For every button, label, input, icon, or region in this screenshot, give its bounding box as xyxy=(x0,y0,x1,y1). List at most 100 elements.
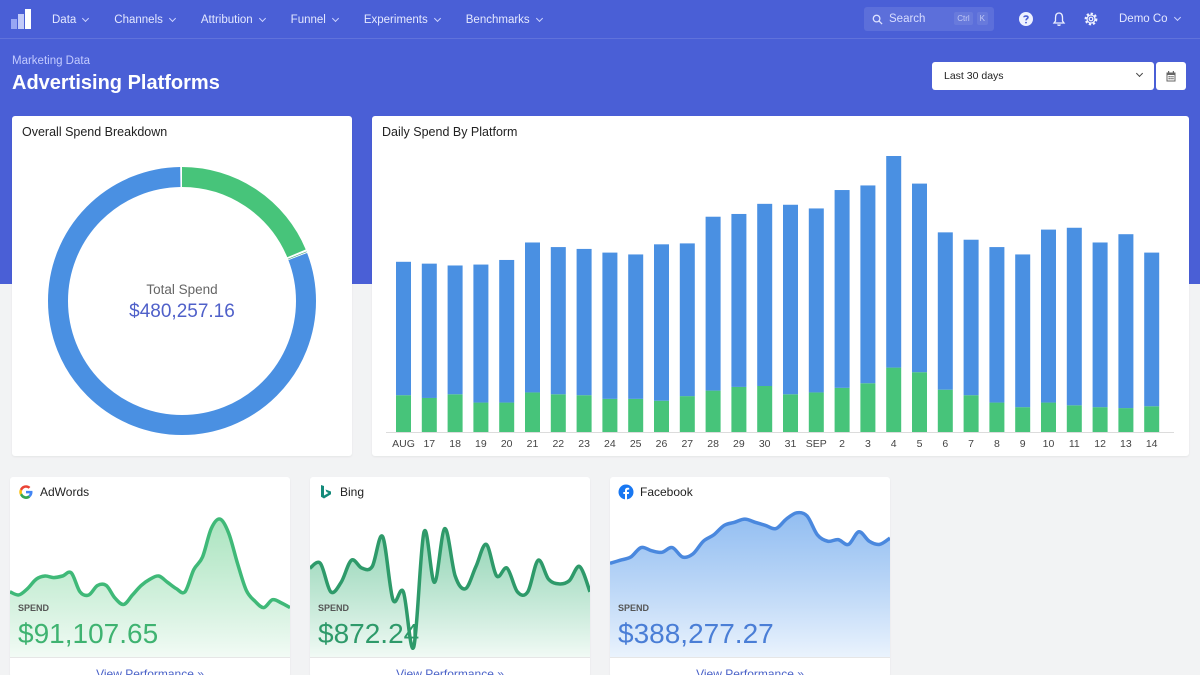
facebook-header: Facebook xyxy=(618,484,693,500)
bar-segment-blue xyxy=(679,243,695,397)
x-tick-label: 9 xyxy=(1020,438,1026,450)
adwords-spend-value: $91,107.65 xyxy=(18,618,159,649)
x-tick-label: 10 xyxy=(1043,438,1055,450)
help-icon[interactable] xyxy=(1018,11,1034,27)
sparkline-line xyxy=(10,517,290,610)
facebook-spend-label: SPEND xyxy=(618,603,650,613)
x-tick-label: 30 xyxy=(759,438,771,450)
bar-segment-green xyxy=(860,383,876,432)
search-placeholder: Search xyxy=(889,13,926,25)
date-range-value: Last 30 days xyxy=(944,70,1004,82)
sparkline-area xyxy=(310,528,590,657)
logo-icon[interactable] xyxy=(11,9,31,29)
nav-experiments[interactable]: Experiments xyxy=(363,13,441,26)
bar-segment-green xyxy=(731,386,747,432)
facebook-spend-value: $388,277.27 xyxy=(618,618,774,649)
donut-slice-adwords xyxy=(48,167,316,435)
bar-segment-green xyxy=(1015,407,1031,432)
bar-segment-blue xyxy=(1144,252,1160,407)
nav-funnel-label: Funnel xyxy=(290,13,326,26)
spend-breakdown-title: Overall Spend Breakdown xyxy=(22,125,168,139)
bar-segment-green xyxy=(1144,406,1160,432)
bar-segment-blue xyxy=(757,203,773,386)
bar-segment-green xyxy=(499,402,515,432)
gear-icon[interactable] xyxy=(1083,11,1099,27)
bar-segment-blue xyxy=(396,261,411,396)
x-tick-label: 20 xyxy=(501,438,513,450)
nav-data[interactable]: Data xyxy=(52,14,90,26)
account-name: Demo Co xyxy=(1119,13,1168,25)
bar-segment-green xyxy=(654,400,669,432)
bar-segment-blue xyxy=(1092,242,1108,408)
bar-segment-green xyxy=(550,394,566,432)
bar-segment-blue xyxy=(834,190,850,388)
bar-segment-blue xyxy=(963,239,979,396)
bar-segment-blue xyxy=(1066,227,1082,406)
bar-segment-green xyxy=(757,386,773,432)
bing-view-performance-link[interactable]: View Performance » xyxy=(310,657,590,675)
search-icon xyxy=(872,14,883,25)
nav-channels[interactable]: Channels xyxy=(114,13,176,26)
bar-segment-blue xyxy=(421,263,437,398)
account-menu[interactable]: Demo Co xyxy=(1119,13,1181,25)
x-tick-label: 8 xyxy=(994,438,1000,450)
adwords-sparkline xyxy=(10,517,290,657)
bar-segment-blue xyxy=(783,204,798,395)
bar-segment-blue xyxy=(808,208,824,393)
facebook-sparkline xyxy=(610,510,890,657)
nav-benchmarks-label: Benchmarks xyxy=(465,13,530,26)
nav-attribution-label: Attribution xyxy=(200,13,253,26)
breadcrumb[interactable]: Marketing Data xyxy=(12,55,90,67)
daily-spend-card: Daily Spend By Platform AUG 17 18 19 20 21 22 2… xyxy=(372,116,1189,456)
calendar-button[interactable] xyxy=(1156,62,1186,90)
nav-channels-label: Channels xyxy=(114,13,163,26)
bar-segment-blue xyxy=(576,248,592,396)
x-tick-label: 18 xyxy=(449,438,461,450)
sparkline-area xyxy=(610,512,890,657)
x-tick-label: 31 xyxy=(785,438,797,450)
chevron-down-icon xyxy=(331,14,339,22)
bar-segment-blue xyxy=(860,185,876,384)
facebook-card: Facebook SPEND $388,277.27 View Performa… xyxy=(610,477,890,675)
bing-header: Bing xyxy=(318,484,364,500)
bar-segment-green xyxy=(1041,402,1056,432)
bar-segment-blue xyxy=(886,156,902,368)
date-range-select[interactable]: Last 30 days xyxy=(932,62,1154,90)
x-tick-label: 22 xyxy=(552,438,564,450)
spend-breakdown-card: Overall Spend Breakdown Total Spend $480… xyxy=(12,116,352,456)
x-tick-label: 24 xyxy=(604,438,616,450)
nav-attribution[interactable]: Attribution xyxy=(200,13,266,26)
sparkline-line xyxy=(310,526,590,650)
sparkline-line xyxy=(610,510,890,566)
x-tick-label: 19 xyxy=(475,438,487,450)
adwords-view-performance-link[interactable]: View Performance » xyxy=(10,657,290,675)
bar-segment-blue xyxy=(731,213,747,387)
bing-card: Bing SPEND $872.24 View Performance » xyxy=(310,477,590,675)
total-spend-label: Total Spend xyxy=(146,282,218,297)
search-shortcut: Ctrl K xyxy=(954,12,988,25)
x-tick-label: 14 xyxy=(1146,438,1158,450)
bing-spend-value: $872.24 xyxy=(318,618,420,649)
bar-segment-blue xyxy=(602,252,618,399)
nav-benchmarks[interactable]: Benchmarks xyxy=(465,13,543,26)
bar-segment-blue xyxy=(499,259,515,403)
facebook-view-performance-link[interactable]: View Performance » xyxy=(610,657,890,675)
bar-segment-blue xyxy=(525,242,540,393)
search-input[interactable]: Search Ctrl K xyxy=(864,7,994,31)
bell-icon[interactable] xyxy=(1051,11,1067,27)
x-tick-label: AUG xyxy=(392,438,415,450)
top-navigation-bar: Data Channels Attribution Funnel Experim… xyxy=(0,0,1200,39)
x-tick-label: 13 xyxy=(1120,438,1132,450)
chevron-down-icon xyxy=(1173,13,1181,22)
google-icon xyxy=(19,485,33,499)
bar-segment-green xyxy=(421,397,437,432)
total-spend-value: $480,257.16 xyxy=(129,301,235,322)
x-tick-label: 5 xyxy=(917,438,923,450)
x-tick-label: 4 xyxy=(891,438,897,450)
nav-funnel[interactable]: Funnel xyxy=(290,13,339,26)
donut-slice-facebook xyxy=(48,167,316,435)
nav-experiments-label: Experiments xyxy=(363,13,428,26)
adwords-spend-label: SPEND xyxy=(18,603,50,613)
chevron-down-icon xyxy=(433,14,441,22)
bar-segment-green xyxy=(525,392,540,432)
